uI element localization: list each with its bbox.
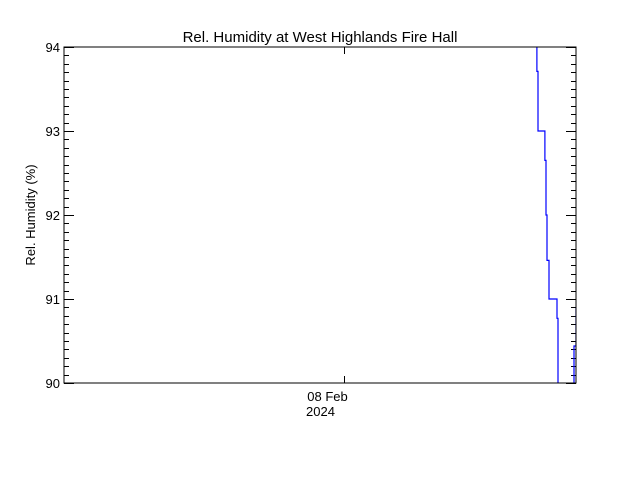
y-axis-label: Rel. Humidity (%)	[23, 164, 38, 265]
x-tick-label-year: 2024	[306, 404, 335, 419]
y-tick-label: 91	[46, 292, 60, 307]
y-tick-label: 92	[46, 208, 60, 223]
series-group	[536, 47, 576, 383]
y-tick-label: 90	[46, 376, 60, 391]
y-tick-label: 94	[46, 40, 60, 55]
y-tick-label: 93	[46, 124, 60, 139]
humidity-line-segment	[536, 47, 559, 383]
humidity-line-segment	[573, 307, 576, 383]
chart-title: Rel. Humidity at West Highlands Fire Hal…	[183, 29, 458, 46]
plot-frame	[63, 46, 577, 384]
x-tick-label-date: 08 Feb	[307, 389, 347, 404]
